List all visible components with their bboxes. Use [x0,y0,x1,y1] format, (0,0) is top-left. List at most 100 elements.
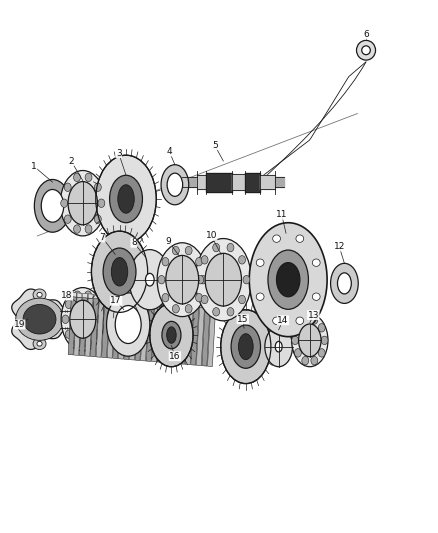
Ellipse shape [276,263,300,297]
Text: 3: 3 [116,149,122,158]
Text: 8: 8 [131,238,137,247]
Ellipse shape [205,253,241,306]
Ellipse shape [201,295,208,304]
Polygon shape [196,308,205,366]
Polygon shape [71,293,76,297]
Polygon shape [166,300,171,305]
Ellipse shape [256,293,264,301]
Ellipse shape [311,357,318,365]
Polygon shape [68,297,76,355]
Ellipse shape [296,317,304,325]
Ellipse shape [318,324,325,332]
Ellipse shape [273,317,280,325]
Polygon shape [157,304,166,362]
Polygon shape [144,298,149,303]
Ellipse shape [201,256,208,264]
Polygon shape [138,298,143,303]
Ellipse shape [62,315,69,324]
Ellipse shape [129,249,170,310]
Polygon shape [77,293,82,297]
Polygon shape [211,304,215,309]
Polygon shape [194,303,199,308]
Polygon shape [183,302,188,306]
Ellipse shape [61,199,67,207]
Polygon shape [202,308,210,366]
Ellipse shape [299,324,321,357]
Ellipse shape [94,215,101,223]
Text: 19: 19 [14,320,25,329]
Ellipse shape [249,223,327,337]
Polygon shape [113,301,121,359]
Ellipse shape [162,257,169,266]
Ellipse shape [302,357,309,365]
Polygon shape [127,297,132,302]
Ellipse shape [185,246,192,255]
Polygon shape [118,301,127,359]
Polygon shape [169,305,177,364]
Ellipse shape [302,316,309,324]
Ellipse shape [256,259,264,266]
Polygon shape [185,306,193,365]
Ellipse shape [60,171,105,236]
Ellipse shape [41,190,64,222]
Ellipse shape [292,336,299,344]
Ellipse shape [362,46,370,55]
Polygon shape [152,304,160,362]
Ellipse shape [158,276,165,284]
Ellipse shape [65,300,72,309]
Ellipse shape [238,334,253,360]
Text: 16: 16 [169,352,180,361]
Polygon shape [99,295,104,300]
Text: 17: 17 [110,296,122,305]
Ellipse shape [331,263,358,303]
Polygon shape [124,301,132,360]
Polygon shape [110,296,115,300]
Ellipse shape [94,183,101,191]
Polygon shape [155,300,160,304]
Ellipse shape [161,165,189,205]
Ellipse shape [294,324,301,332]
Text: 4: 4 [166,147,172,156]
Polygon shape [122,296,127,301]
Ellipse shape [196,257,202,266]
Ellipse shape [115,305,141,343]
Text: 12: 12 [333,242,345,251]
Polygon shape [74,297,82,356]
Polygon shape [91,298,99,357]
Polygon shape [88,294,93,298]
Ellipse shape [74,339,81,348]
Polygon shape [116,296,121,301]
Ellipse shape [312,259,320,266]
Ellipse shape [275,342,282,352]
Ellipse shape [173,246,179,255]
Ellipse shape [292,314,328,367]
Polygon shape [133,297,138,302]
Ellipse shape [239,256,246,264]
Ellipse shape [197,276,204,284]
Ellipse shape [294,349,301,357]
Polygon shape [205,304,210,308]
Text: 18: 18 [61,291,73,300]
Ellipse shape [173,304,179,313]
Ellipse shape [64,215,71,223]
Ellipse shape [85,291,92,300]
Ellipse shape [85,339,92,348]
Polygon shape [102,300,110,358]
Ellipse shape [65,330,72,338]
Ellipse shape [185,304,192,313]
Ellipse shape [265,327,293,367]
Ellipse shape [312,293,320,301]
Ellipse shape [70,300,96,338]
Ellipse shape [85,173,92,182]
Text: 7: 7 [99,233,105,242]
Text: 6: 6 [363,30,369,39]
Polygon shape [85,298,93,357]
Ellipse shape [110,175,142,223]
Polygon shape [188,302,193,307]
Ellipse shape [23,304,56,334]
Ellipse shape [321,336,328,344]
Ellipse shape [157,243,207,317]
Polygon shape [191,307,199,365]
Text: 13: 13 [307,311,319,319]
Ellipse shape [118,185,134,213]
